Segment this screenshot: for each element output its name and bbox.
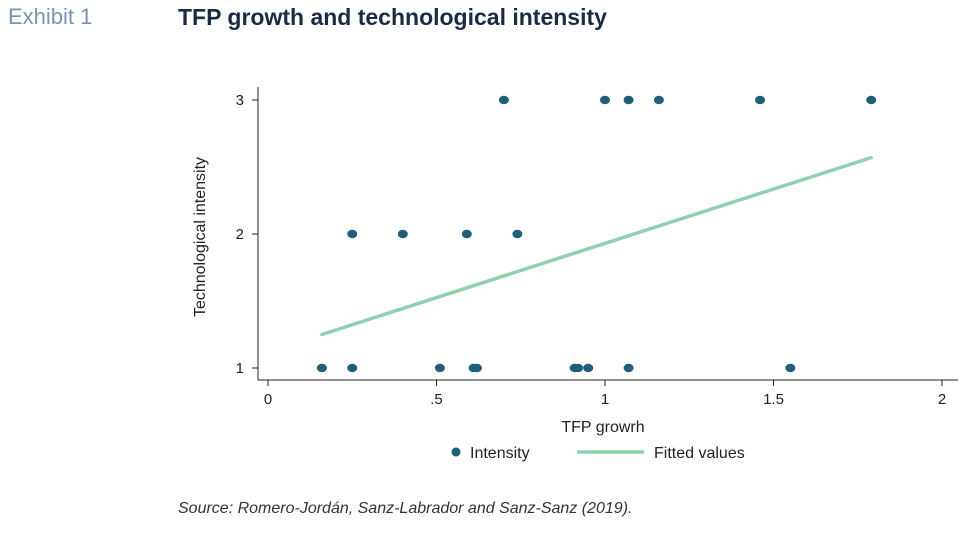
data-point <box>347 229 358 239</box>
legend-marker-intensity <box>451 447 461 457</box>
data-point <box>653 95 664 105</box>
data-point <box>498 95 509 105</box>
data-point <box>397 229 408 239</box>
exhibit-label: Exhibit 1 <box>8 4 93 29</box>
data-point <box>755 95 766 105</box>
plot-frame-group <box>257 87 958 381</box>
data-point <box>866 95 877 105</box>
x-tick-label: 1 <box>601 391 609 408</box>
data-point <box>600 95 610 105</box>
x-tick-label: 1.5 <box>763 391 784 408</box>
data-point <box>623 95 634 105</box>
y-tick-label: 3 <box>236 92 244 109</box>
y-tick-label: 2 <box>236 226 244 243</box>
legend-label-intensity: Intensity <box>470 445 530 462</box>
legend-label-fitted: Fitted values <box>654 445 745 462</box>
fitted-line-layer <box>320 155 873 337</box>
y-axis-title: Technological intensity <box>192 157 209 317</box>
data-point <box>461 229 472 239</box>
data-point <box>512 229 523 239</box>
x-tick-label: .5 <box>430 391 443 408</box>
data-point <box>785 363 796 373</box>
fitted-values-line <box>320 155 873 337</box>
data-point <box>434 363 445 373</box>
data-point <box>573 363 584 373</box>
source-note: Source: Romero-Jordán, Sanz-Labrador and… <box>178 500 633 517</box>
data-point <box>347 363 358 373</box>
data-point <box>623 363 634 373</box>
x-ticks: 0 .5 1 1.5 2 <box>264 380 946 408</box>
x-axis-title: TFP growrh <box>561 419 644 436</box>
points-layer <box>316 95 877 373</box>
chart-title: TFP growth and technological intensity <box>178 4 607 30</box>
y-ticks: 1 2 3 <box>236 92 258 377</box>
data-point <box>583 363 594 373</box>
x-tick-label: 0 <box>264 391 272 408</box>
data-point <box>316 363 327 373</box>
y-tick-label: 1 <box>236 360 244 377</box>
x-tick-label: 2 <box>938 391 946 408</box>
data-point <box>471 363 482 373</box>
legend: Intensity Fitted values <box>451 445 745 462</box>
